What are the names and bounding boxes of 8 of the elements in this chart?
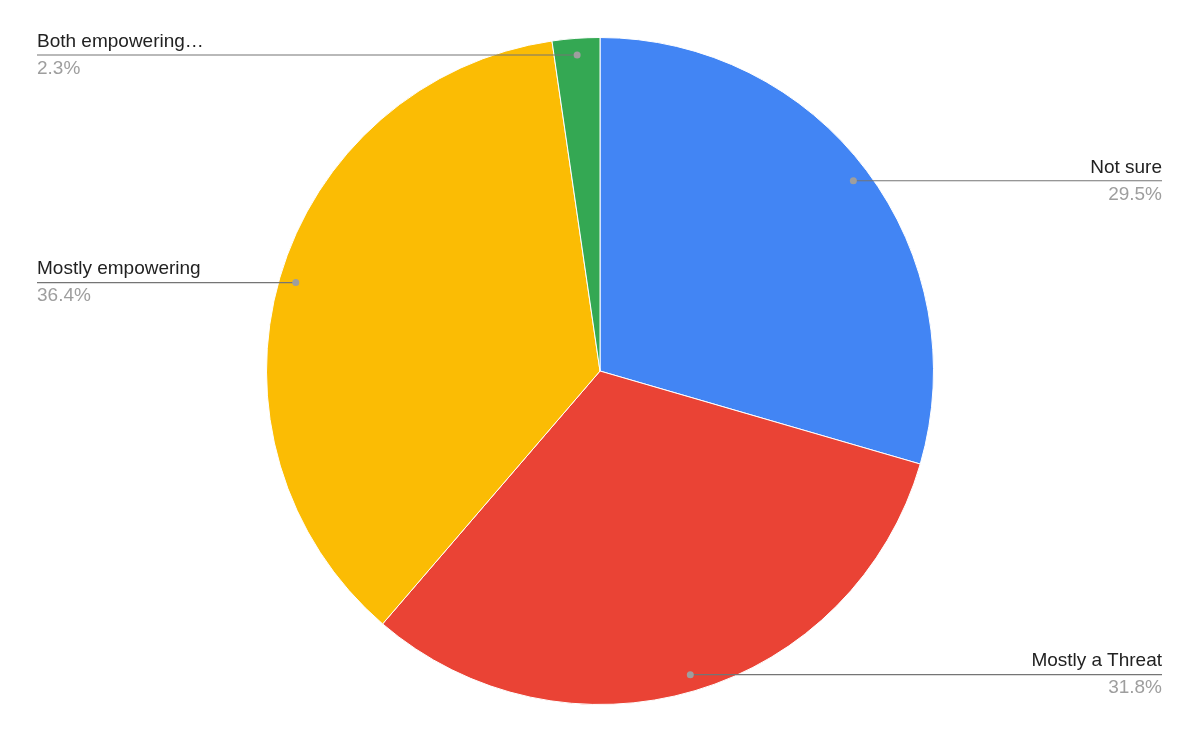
data-label: 31.8%: [1108, 676, 1163, 698]
slice-label: Both empowering…: [37, 29, 204, 51]
slice-label: Not sure: [1090, 155, 1162, 177]
data-label: 36.4%: [37, 284, 91, 306]
data-label: 29.5%: [1108, 182, 1163, 204]
data-label: 2.3%: [37, 56, 81, 78]
slice-label: Mostly empowering: [37, 257, 201, 279]
slice-label: Mostly a Threat: [1031, 649, 1163, 671]
